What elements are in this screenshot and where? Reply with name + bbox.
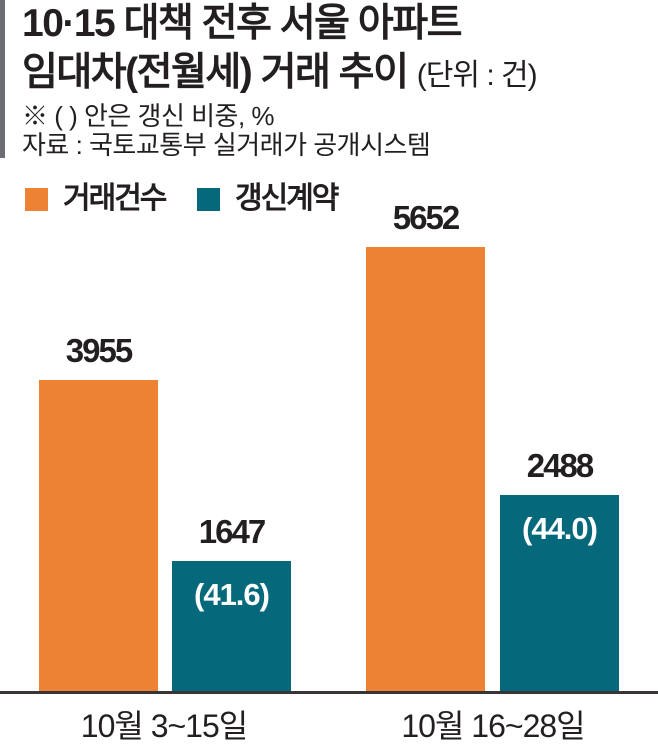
left-accent-bar	[0, 0, 5, 158]
legend-label-transactions: 거래건수	[63, 182, 167, 215]
bar-value-label: 3955	[65, 332, 133, 369]
unit-label: (단위 : 건)	[416, 59, 538, 92]
x-axis-baseline	[0, 691, 658, 694]
bar-value-label: 2488	[526, 447, 594, 484]
x-axis-label-period2: 10월 16~28일	[401, 708, 585, 744]
chart-title-line2: 임대차(전월세) 거래 추이 (단위 : 건)	[22, 49, 538, 100]
bar-renewal-share-label: (41.6)	[194, 577, 270, 612]
x-axis-label-period1: 10월 3~15일	[80, 708, 248, 744]
legend-swatch-teal-icon	[197, 187, 220, 211]
chart-title-line2-text: 임대차(전월세) 거래 추이	[22, 51, 409, 94]
bar-갱신계약-2	[500, 495, 619, 691]
source-credit: 자료 : 국토교통부 실거래가 공개시스템	[22, 130, 431, 160]
bar-거래건수-2	[366, 247, 485, 691]
footnote: ※ ( ) 안은 갱신 비중, %	[22, 101, 275, 131]
chart-title-line1: 10·15 대책 전후 서울 아파트	[22, 2, 463, 45]
legend-item-renewals: 갱신계약	[197, 182, 339, 215]
bar-renewal-share-label: (44.0)	[522, 511, 598, 546]
legend-label-renewals: 갱신계약	[235, 182, 339, 215]
bar-value-label: 5652	[392, 199, 460, 236]
bar-거래건수-1	[39, 380, 158, 691]
bar-value-label: 1647	[198, 513, 266, 550]
legend-item-transactions: 거래건수	[25, 182, 167, 215]
legend-swatch-orange-icon	[25, 187, 48, 211]
bar-갱신계약-1	[172, 561, 291, 691]
